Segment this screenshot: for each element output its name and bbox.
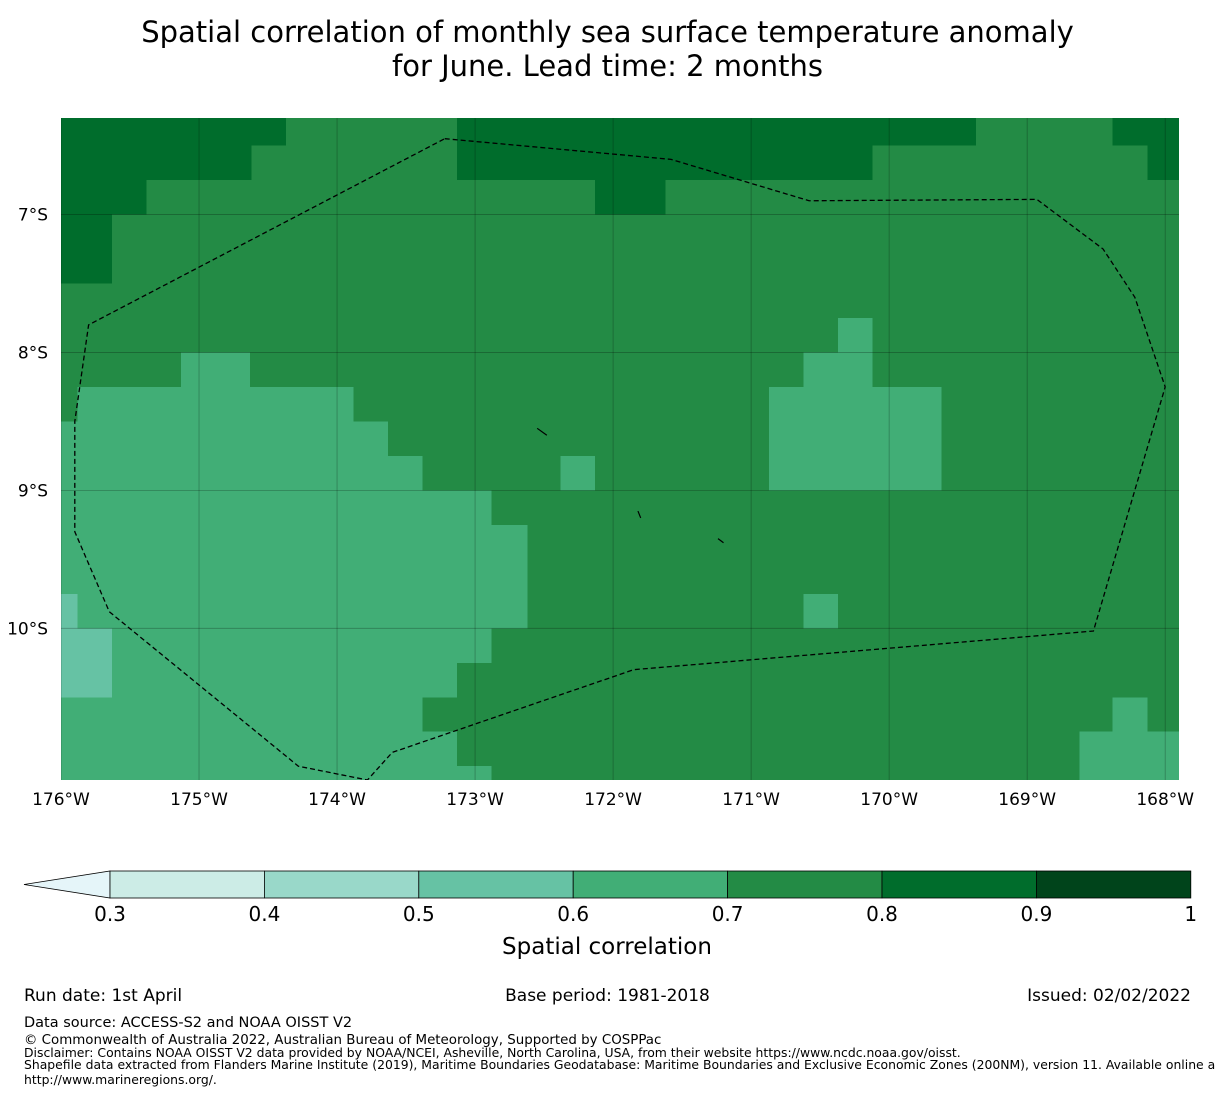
copyright-notice: © Commonwealth of Australia 2022, Austra… [24, 1033, 662, 1048]
colorbar-segment [418, 870, 574, 899]
correlation-field [61, 118, 1179, 780]
correlation-region [61, 421, 389, 456]
colorbar: 0.3 0.4 0.5 0.6 0.7 0.8 0.9 1 Spatial correlatio… [23, 870, 1197, 960]
correlation-region [1079, 731, 1179, 780]
lat-tick-label: 8°S [18, 343, 48, 363]
correlation-region [1112, 697, 1148, 732]
colorbar-label: Spatial correlation [502, 934, 712, 960]
lon-tick-label: 168°W [1136, 790, 1194, 810]
chart-title-line1: Spatial correlation of monthly sea surfa… [141, 15, 1074, 49]
correlation-region [61, 145, 252, 181]
lat-tick-label: 10°S [7, 619, 48, 639]
correlation-region [1147, 145, 1179, 181]
correlation-region [61, 593, 528, 629]
base-period: Base period: 1981-2018 [505, 986, 710, 1006]
eez-boundary-layer [74, 138, 1166, 780]
colorbar-extend-arrow [23, 870, 111, 899]
correlation-region [61, 628, 492, 663]
lon-tick-label: 169°W [998, 790, 1056, 810]
axis-labels: 176°W 175°W 174°W 173°W 172°W 171°W 170°W 169°W… [7, 206, 1194, 810]
lon-tick-label: 176°W [32, 790, 90, 810]
colorbar-tick-label: 0.3 [94, 902, 126, 926]
correlation-region [181, 352, 251, 422]
correlation-region [61, 593, 78, 629]
colorbar-tick-label: 1 [1184, 902, 1197, 926]
correlation-region [61, 628, 113, 698]
correlation-region [61, 524, 528, 594]
correlation-region [61, 697, 423, 732]
colorbar-tick-label: 0.5 [403, 902, 435, 926]
correlation-region [61, 180, 147, 215]
shapefile-credit: Shapefile data extracted from Flanders M… [24, 1057, 1215, 1072]
colorbar-segment [572, 870, 729, 899]
colorbar-tick-label: 0.9 [1020, 902, 1052, 926]
issued-date: Issued: 02/02/2022 [1027, 986, 1191, 1006]
correlation-region [250, 386, 354, 422]
colorbar-segment [263, 870, 420, 899]
correlation-region [803, 593, 839, 629]
colorbar-tick-label: 0.7 [712, 902, 744, 926]
colorbar-tick-label: 0.6 [557, 902, 589, 926]
correlation-region [769, 386, 942, 491]
island-outline [637, 510, 642, 519]
correlation-region [838, 317, 873, 353]
eez-boundary [74, 138, 1166, 780]
correlation-region [457, 145, 873, 181]
correlation-region [1112, 118, 1179, 146]
colorbar-segment [727, 870, 883, 899]
lon-tick-label: 174°W [308, 790, 366, 810]
lon-tick-label: 172°W [584, 790, 642, 810]
shapefile-url: http://www.marineregions.org/. [24, 1072, 217, 1087]
lon-tick-label: 173°W [446, 790, 504, 810]
disclaimer: Disclaimer: Contains NOAA OISST V2 data … [24, 1045, 961, 1060]
island-outline [536, 427, 548, 436]
correlation-region [457, 766, 492, 780]
correlation-region [457, 118, 977, 146]
correlation-region [61, 662, 458, 698]
correlation-region [61, 490, 492, 525]
graticule [61, 118, 1179, 780]
colorbar-tick-label: 0.4 [248, 902, 280, 926]
lon-tick-label: 171°W [722, 790, 780, 810]
data-source: Data source: ACCESS-S2 and NOAA OISST V2 [24, 1015, 353, 1031]
colorbar-segment [881, 870, 1037, 899]
colorbar-segment [1036, 870, 1192, 899]
run-date: Run date: 1st April [24, 986, 183, 1006]
lon-tick-label: 175°W [170, 790, 228, 810]
correlation-region [803, 352, 873, 387]
lat-tick-label: 9°S [18, 481, 48, 501]
correlation-region [560, 455, 596, 491]
correlation-region [61, 455, 423, 491]
colorbar-tick-label: 0.8 [866, 902, 898, 926]
chart-title-line2: for June. Lead time: 2 months [392, 49, 823, 83]
correlation-region [61, 118, 286, 146]
correlation-region [595, 180, 666, 215]
lat-tick-label: 7°S [18, 206, 48, 226]
lon-tick-label: 170°W [860, 790, 918, 810]
correlation-region [61, 214, 113, 284]
correlation-region [61, 731, 458, 780]
colorbar-segment [109, 870, 265, 899]
correlation-region [77, 386, 182, 422]
island-outline [717, 538, 724, 544]
